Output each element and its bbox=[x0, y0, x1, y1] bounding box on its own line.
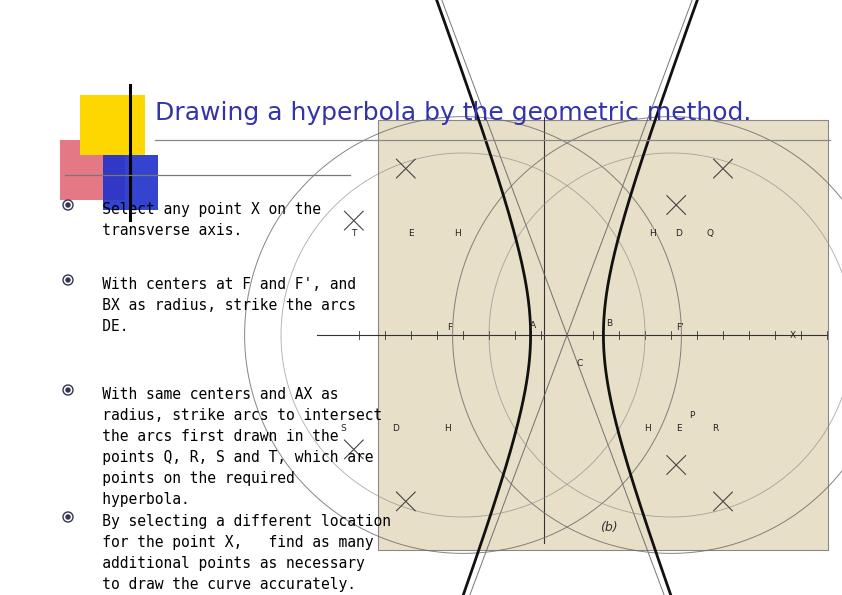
Text: H: H bbox=[444, 424, 450, 433]
Circle shape bbox=[66, 388, 70, 392]
Text: With same centers and AX as
   radius, strike arcs to intersect
   the arcs firs: With same centers and AX as radius, stri… bbox=[76, 387, 382, 507]
Text: C: C bbox=[577, 359, 584, 368]
Text: B: B bbox=[606, 319, 613, 328]
Circle shape bbox=[66, 203, 70, 207]
Text: (b): (b) bbox=[600, 521, 617, 534]
Text: X: X bbox=[790, 330, 797, 340]
Text: Select any point X on the
   transverse axis.: Select any point X on the transverse axi… bbox=[76, 202, 321, 238]
Text: F': F' bbox=[677, 322, 685, 331]
Text: E: E bbox=[408, 229, 413, 238]
Text: S: S bbox=[340, 424, 346, 433]
Text: H: H bbox=[644, 424, 651, 433]
Bar bbox=[378, 120, 828, 550]
Text: Q: Q bbox=[706, 229, 713, 238]
Text: D: D bbox=[392, 424, 399, 433]
Text: F: F bbox=[447, 322, 452, 331]
Text: E: E bbox=[676, 424, 682, 433]
Circle shape bbox=[66, 515, 70, 519]
Bar bbox=[60, 140, 125, 200]
Text: H: H bbox=[455, 229, 461, 238]
Text: A: A bbox=[530, 321, 536, 330]
Circle shape bbox=[66, 278, 70, 282]
Text: D: D bbox=[675, 229, 682, 238]
Text: T: T bbox=[351, 229, 356, 238]
Text: R: R bbox=[712, 424, 718, 433]
Bar bbox=[103, 155, 158, 210]
Text: Drawing a hyperbola by the geometric method.: Drawing a hyperbola by the geometric met… bbox=[155, 101, 751, 125]
Text: With centers at F and F', and
   BX as radius, strike the arcs
   DE.: With centers at F and F', and BX as radi… bbox=[76, 277, 356, 334]
Text: H: H bbox=[649, 229, 656, 238]
Text: By selecting a different location
   for the point X,   find as many
   addition: By selecting a different location for th… bbox=[76, 514, 391, 592]
Text: P: P bbox=[689, 411, 695, 420]
Bar bbox=[80, 95, 145, 155]
